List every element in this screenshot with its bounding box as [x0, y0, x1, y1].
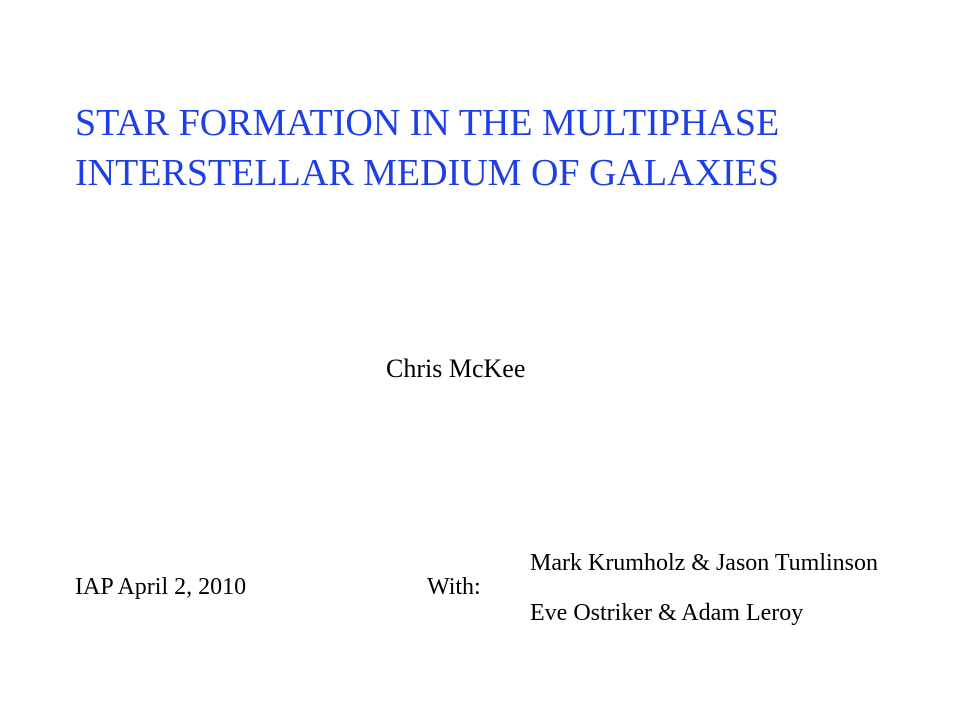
slide-title: STAR FORMATION IN THE MULTIPHASE INTERST… — [75, 98, 779, 198]
venue-date: IAP April 2, 2010 — [75, 574, 247, 600]
title-line-1: STAR FORMATION IN THE MULTIPHASE — [75, 102, 780, 144]
collaborators-line-2: Eve Ostriker & Adam Leroy — [530, 600, 804, 626]
title-line-2: INTERSTELLAR MEDIUM OF GALAXIES — [75, 152, 780, 194]
collaborators-line-1: Mark Krumholz & Jason Tumlinson — [530, 550, 879, 576]
with-label: With: — [427, 574, 481, 600]
author: Chris McKee — [386, 354, 526, 383]
